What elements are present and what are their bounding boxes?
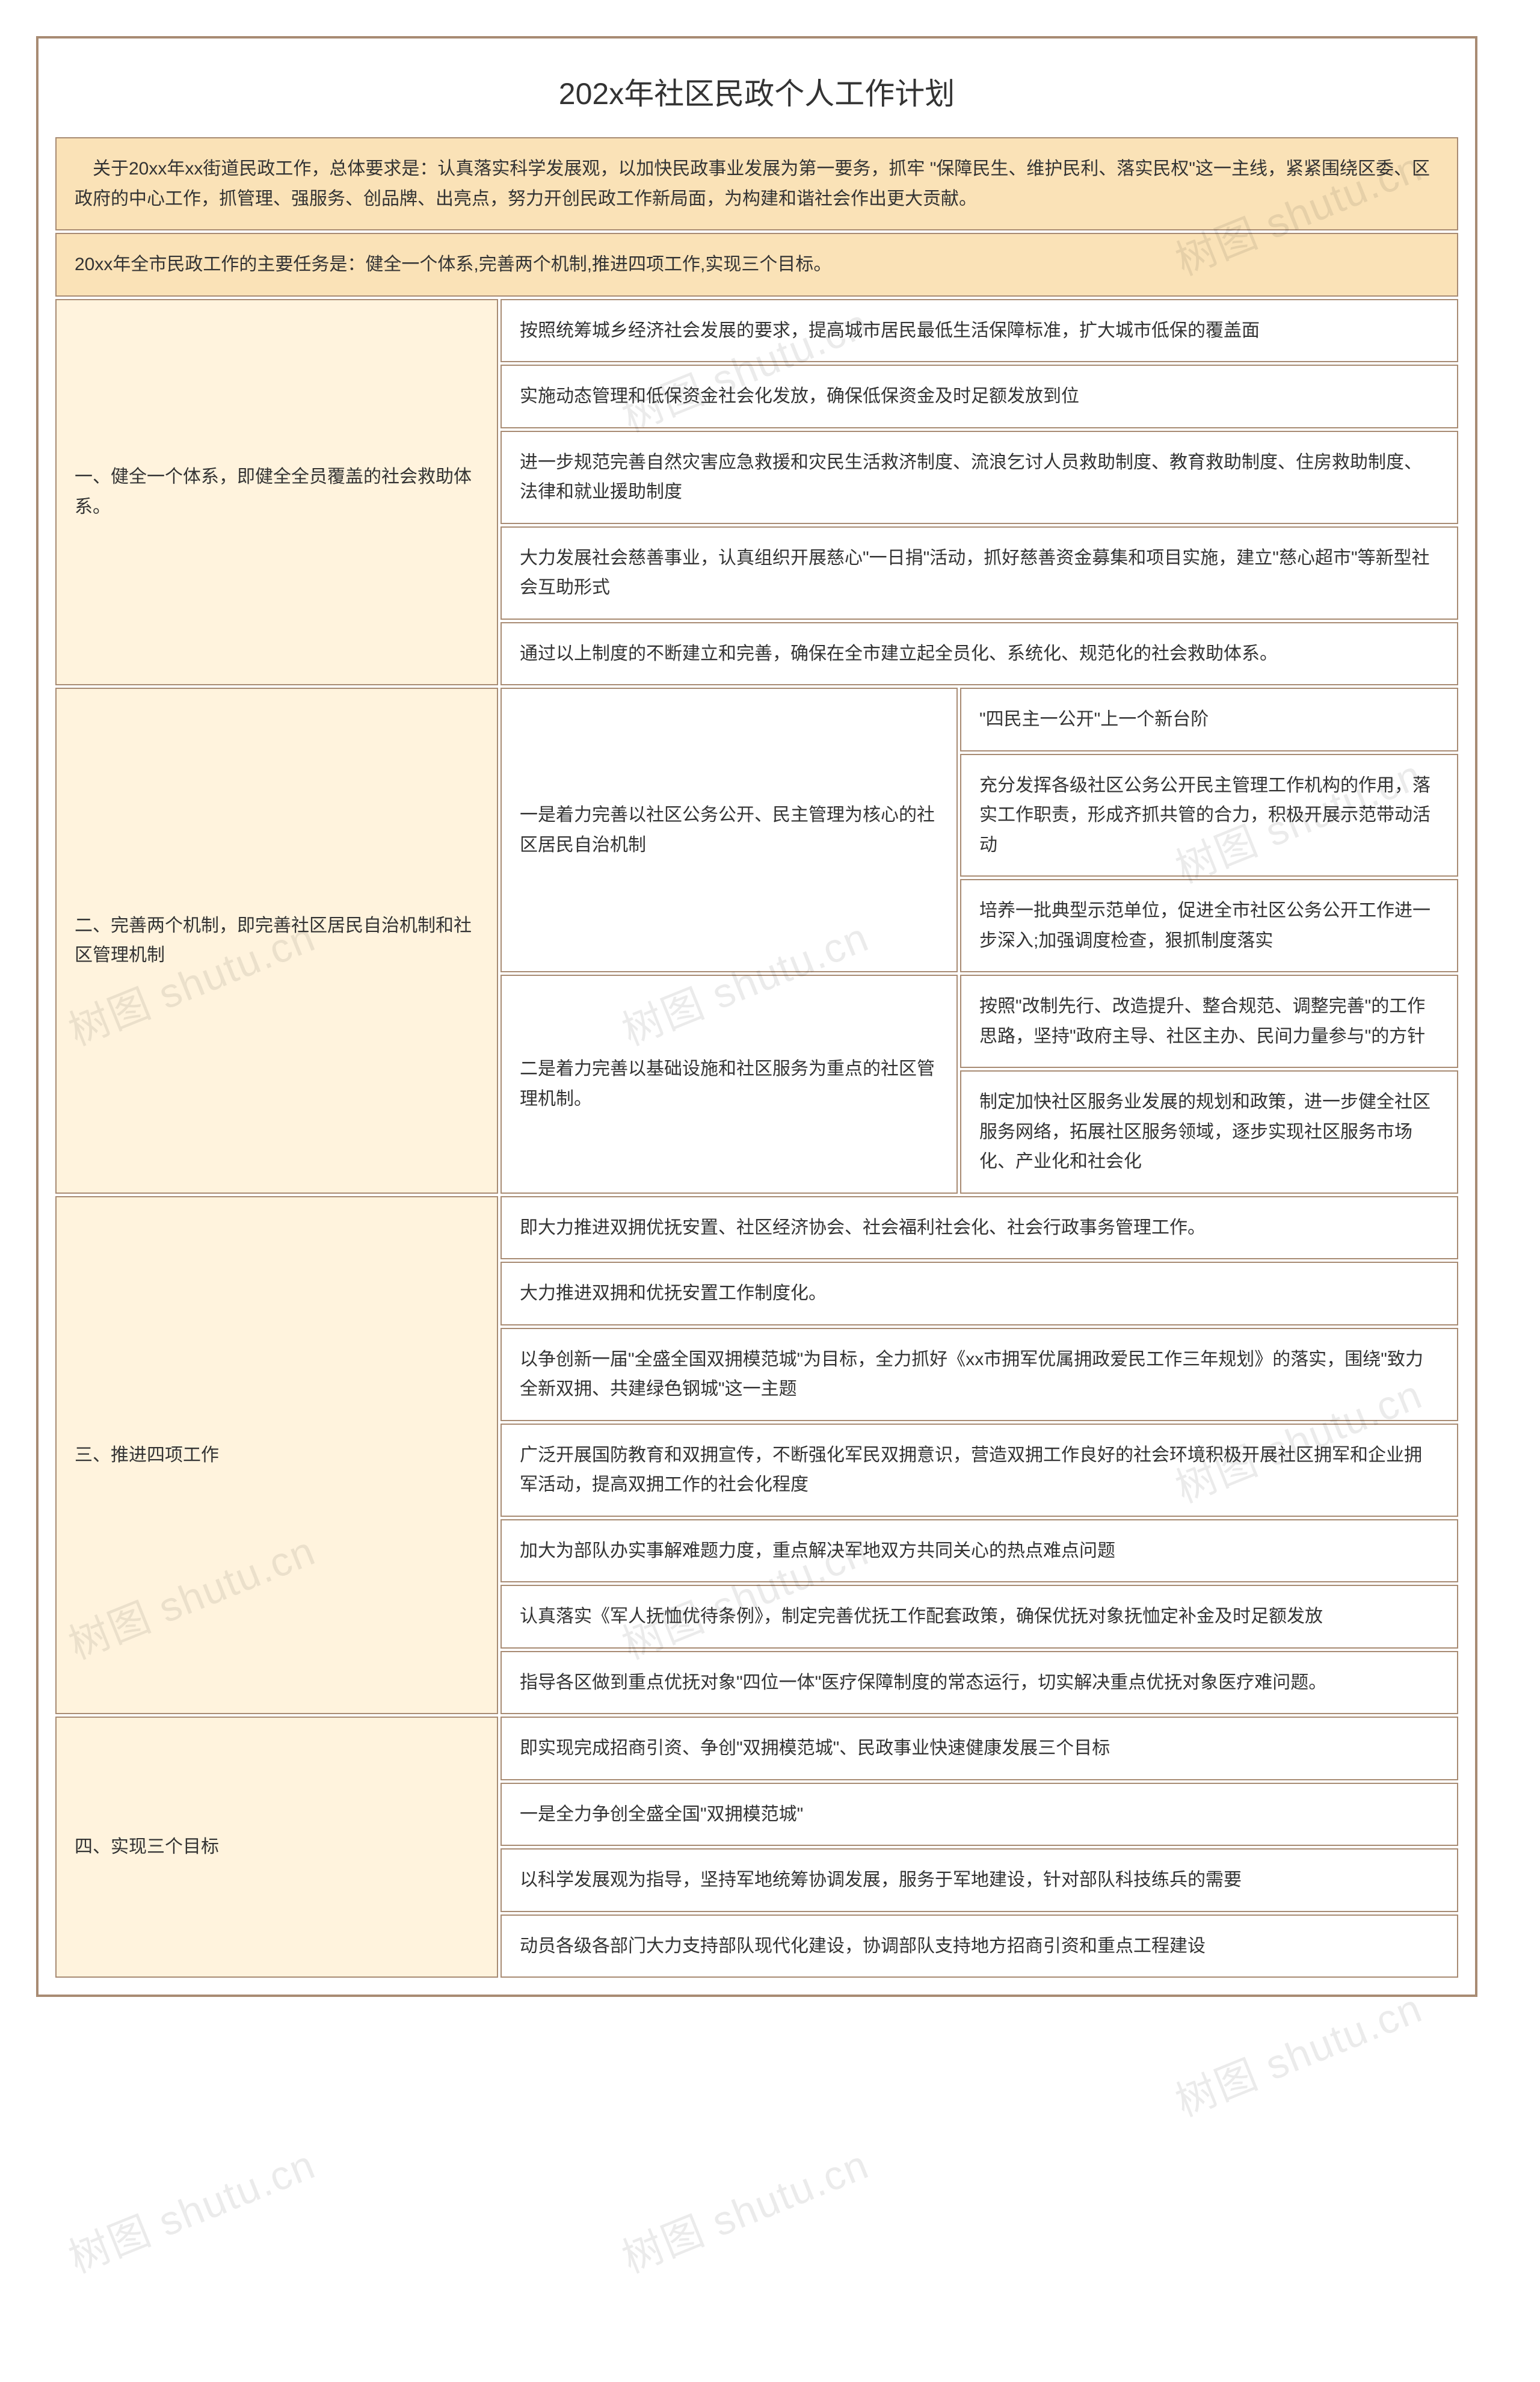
s2a-head: 一是着力完善以社区公务公开、民主管理为核心的社区居民自治机制 [500,688,958,972]
outer-frame: 202x年社区民政个人工作计划 关于20xx年xx街道民政工作，总体要求是：认真… [36,36,1477,1997]
s1-item: 实施动态管理和低保资金社会化发放，确保低保资金及时足额发放到位 [500,365,1458,428]
section-1-head: 一、健全一个体系，即健全全员覆盖的社会救助体系。 [55,299,498,686]
s3-item: 以争创新一届"全盛全国双拥模范城"为目标，全力抓好《xx市拥军优属拥政爱民工作三… [500,1328,1458,1421]
watermark: 树图 shutu.cn [58,2131,322,2284]
s1-item: 大力发展社会慈善事业，认真组织开展慈心"一日捐"活动，抓好慈善资金募集和项目实施… [500,526,1458,620]
watermark: 树图 shutu.cn [612,2131,876,2284]
s2a-item: 充分发挥各级社区公务公开民主管理工作机构的作用，落实工作职责，形成齐抓共管的合力… [960,754,1458,877]
section-3-head: 三、推进四项工作 [55,1196,498,1715]
section-4: 四、实现三个目标 即实现完成招商引资、争创"双拥模范城"、民政事业快速健康发展三… [55,1717,1458,1978]
s1-item: 进一步规范完善自然灾害应急救援和灾民生活救济制度、流浪乞讨人员救助制度、教育救助… [500,431,1458,524]
s3-item: 即大力推进双拥优抚安置、社区经济协会、社会福利社会化、社会行政事务管理工作。 [500,1196,1458,1260]
s2b-head: 二是着力完善以基础设施和社区服务为重点的社区管理机制。 [500,975,958,1194]
s2a-item: "四民主一公开"上一个新台阶 [960,688,1458,751]
s3-item: 广泛开展国防教育和双拥宣传，不断强化军民双拥意识，营造双拥工作良好的社会环境积极… [500,1424,1458,1517]
s4-item: 即实现完成招商引资、争创"双拥模范城"、民政事业快速健康发展三个目标 [500,1717,1458,1780]
section-2: 二、完善两个机制，即完善社区居民自治机制和社区管理机制 一是着力完善以社区公务公… [55,688,1458,1194]
s2b-item: 按照"改制先行、改造提升、整合规范、调整完善"的工作思路，坚持"政府主导、社区主… [960,975,1458,1068]
section-4-head: 四、实现三个目标 [55,1717,498,1978]
s2a-item: 培养一批典型示范单位，促进全市社区公务公开工作进一步深入;加强调度检查，狠抓制度… [960,879,1458,972]
watermark: 树图 shutu.cn [1165,1975,1429,2127]
s1-item: 按照统筹城乡经济社会发展的要求，提高城市居民最低生活保障标准，扩大城市低保的覆盖… [500,299,1458,363]
s3-item: 大力推进双拥和优抚安置工作制度化。 [500,1262,1458,1325]
s4-item: 一是全力争创全盛全国"双拥模范城" [500,1783,1458,1847]
s3-item: 指导各区做到重点优抚对象"四位一体"医疗保障制度的常态运行，切实解决重点优抚对象… [500,1651,1458,1715]
s3-item: 认真落实《军人抚恤优待条例》，制定完善优抚工作配套政策，确保优抚对象抚恤定补金及… [500,1585,1458,1649]
section-3: 三、推进四项工作 即大力推进双拥优抚安置、社区经济协会、社会福利社会化、社会行政… [55,1196,1458,1715]
s3-item: 加大为部队办实事解难题力度，重点解决军地双方共同关心的热点难点问题 [500,1519,1458,1583]
intro-block: 关于20xx年xx街道民政工作，总体要求是：认真落实科学发展观，以加快民政事业发… [55,137,1458,230]
s4-item: 以科学发展观为指导，坚持军地统筹协调发展，服务于军地建设，针对部队科技练兵的需要 [500,1848,1458,1912]
s1-item: 通过以上制度的不断建立和完善，确保在全市建立起全员化、系统化、规范化的社会救助体… [500,622,1458,686]
s4-item: 动员各级各部门大力支持部队现代化建设，协调部队支持地方招商引资和重点工程建设 [500,1915,1458,1978]
tasks-line: 20xx年全市民政工作的主要任务是：健全一个体系,完善两个机制,推进四项工作,实… [55,233,1458,297]
s2b-item: 制定加快社区服务业发展的规划和政策，进一步健全社区服务网络，拓展社区服务领域，逐… [960,1070,1458,1194]
page-title: 202x年社区民政个人工作计划 [55,70,1458,113]
section-1: 一、健全一个体系，即健全全员覆盖的社会救助体系。 按照统筹城乡经济社会发展的要求… [55,299,1458,686]
section-2-head: 二、完善两个机制，即完善社区居民自治机制和社区管理机制 [55,688,498,1194]
